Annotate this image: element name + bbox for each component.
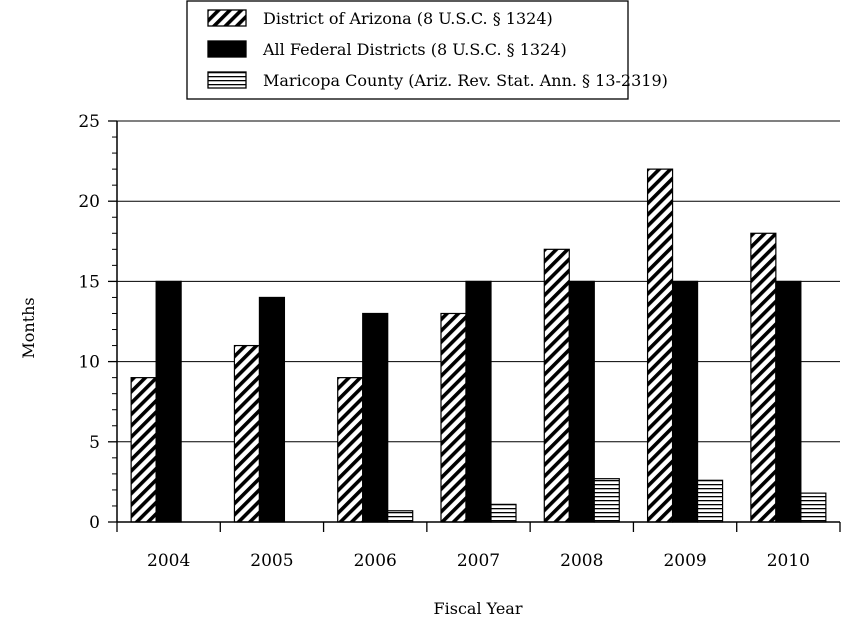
- bar-diagonal-hatch-2009: [646, 168, 674, 523]
- bar-diagonal-hatch-2007: [440, 312, 467, 523]
- bar-horizontal-lines-2007: [490, 503, 517, 523]
- bar-solid-2007: [465, 280, 492, 523]
- x-tick-label-2010: 2010: [767, 551, 810, 571]
- y-tick-label-15: 15: [78, 272, 100, 292]
- x-tick-label-2009: 2009: [663, 551, 706, 571]
- legend-item-maricopa-county: Maricopa County (Ariz. Rev. Stat. Ann. §…: [207, 71, 668, 90]
- bar-solid-2004: [155, 280, 182, 523]
- y-tick-label-0: 0: [89, 513, 100, 533]
- x-tick-label-2005: 2005: [250, 551, 293, 571]
- x-tick-label-2006: 2006: [354, 551, 397, 571]
- bars: [130, 168, 827, 523]
- legend-item-district-of-arizona: District of Arizona (8 U.S.C. § 1324): [207, 9, 553, 28]
- bar-horizontal-lines-2009: [696, 479, 724, 523]
- legend-swatch-diagonal: [207, 9, 247, 27]
- bar-diagonal-hatch-2005: [233, 344, 261, 523]
- legend-swatch-solid: [207, 40, 247, 58]
- bar-diagonal-hatch-2008: [543, 248, 570, 523]
- y-tick-label-10: 10: [78, 353, 100, 373]
- tick-labels: 0 5 10 15 20 25 2004 2005 2006 2007 2008 2009 2010: [78, 112, 810, 571]
- y-tick-label-20: 20: [78, 192, 100, 212]
- axes: [108, 120, 841, 532]
- bar-solid-2005: [258, 296, 286, 523]
- legend-label-all-federal-districts: All Federal Districts (8 U.S.C. § 1324): [262, 40, 567, 59]
- x-tick-label-2004: 2004: [147, 551, 190, 571]
- bar-solid-2010: [775, 280, 802, 523]
- legend: District of Arizona (8 U.S.C. § 1324) Al…: [186, 0, 668, 100]
- bar-diagonal-hatch-2004: [130, 377, 157, 523]
- legend-swatch-horizontal: [207, 71, 247, 89]
- legend-item-all-federal-districts: All Federal Districts (8 U.S.C. § 1324): [207, 40, 567, 59]
- bar-horizontal-lines-2010: [800, 492, 827, 523]
- x-axis-title: Fiscal Year: [434, 599, 523, 618]
- y-axis-title: Months: [19, 297, 38, 358]
- legend-label-district-of-arizona: District of Arizona (8 U.S.C. § 1324): [263, 9, 553, 28]
- bar-solid-2008: [568, 280, 595, 523]
- bar-horizontal-lines-2008: [593, 478, 620, 523]
- bar-diagonal-hatch-2006: [337, 377, 364, 523]
- bar-solid-2006: [362, 312, 389, 523]
- legend-box: [186, 0, 629, 100]
- bar-solid-2009: [671, 280, 699, 523]
- bar-diagonal-hatch-2010: [750, 232, 777, 523]
- x-tick-label-2007: 2007: [457, 551, 500, 571]
- y-tick-label-5: 5: [89, 433, 100, 453]
- x-tick-label-2008: 2008: [560, 551, 603, 571]
- legend-label-maricopa-county: Maricopa County (Ariz. Rev. Stat. Ann. §…: [263, 71, 668, 90]
- bar-horizontal-lines-2006: [387, 510, 414, 523]
- y-tick-label-25: 25: [78, 112, 100, 132]
